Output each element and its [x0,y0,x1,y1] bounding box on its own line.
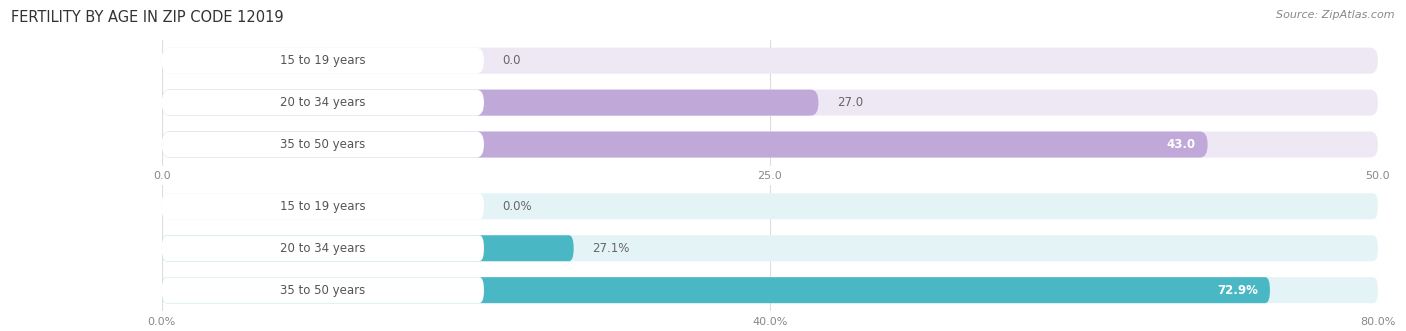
FancyBboxPatch shape [162,193,1378,219]
FancyBboxPatch shape [162,48,484,74]
Text: FERTILITY BY AGE IN ZIP CODE 12019: FERTILITY BY AGE IN ZIP CODE 12019 [11,10,284,25]
Text: 72.9%: 72.9% [1218,284,1258,297]
FancyBboxPatch shape [162,90,1378,116]
FancyBboxPatch shape [162,235,1378,261]
FancyBboxPatch shape [162,90,818,116]
FancyBboxPatch shape [162,90,484,116]
FancyBboxPatch shape [162,277,484,303]
Text: 20 to 34 years: 20 to 34 years [280,242,366,255]
Text: 0.0%: 0.0% [502,200,531,213]
FancyBboxPatch shape [162,277,1378,303]
Text: 20 to 34 years: 20 to 34 years [280,96,366,109]
Text: Source: ZipAtlas.com: Source: ZipAtlas.com [1277,10,1395,20]
FancyBboxPatch shape [162,131,484,158]
Text: 0.0: 0.0 [502,54,520,67]
Text: 35 to 50 years: 35 to 50 years [280,284,366,297]
FancyBboxPatch shape [162,48,1378,74]
Text: 15 to 19 years: 15 to 19 years [280,200,366,213]
FancyBboxPatch shape [162,277,1270,303]
FancyBboxPatch shape [162,193,484,219]
Text: 27.0: 27.0 [837,96,863,109]
FancyBboxPatch shape [162,131,1208,158]
Text: 27.1%: 27.1% [592,242,630,255]
Text: 35 to 50 years: 35 to 50 years [280,138,366,151]
Text: 15 to 19 years: 15 to 19 years [280,54,366,67]
FancyBboxPatch shape [162,235,484,261]
FancyBboxPatch shape [162,235,574,261]
Text: 43.0: 43.0 [1167,138,1195,151]
FancyBboxPatch shape [162,131,1378,158]
